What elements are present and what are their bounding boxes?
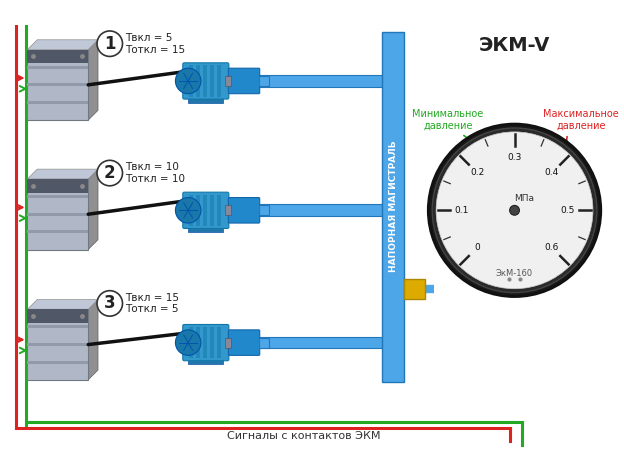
Text: 2: 2 [104, 164, 115, 182]
Bar [27, 50, 88, 120]
Bar [225, 205, 232, 215]
Bar [196, 195, 200, 226]
Bar [196, 65, 200, 97]
Bar [27, 83, 88, 86]
Polygon shape [27, 299, 98, 309]
Bar [27, 309, 88, 380]
FancyBboxPatch shape [228, 198, 260, 223]
Bar [203, 65, 207, 97]
Bar [217, 195, 220, 226]
Bar [203, 327, 207, 358]
Bar [27, 326, 88, 328]
Text: 0.5: 0.5 [560, 206, 575, 215]
Bar [259, 338, 268, 348]
Bar [404, 279, 426, 299]
Bar [188, 97, 223, 102]
Circle shape [175, 68, 201, 94]
Text: Сигналы с контактов ЭКМ: Сигналы с контактов ЭКМ [227, 431, 381, 441]
Text: Твкл = 5: Твкл = 5 [125, 33, 173, 43]
Bar [259, 205, 268, 215]
Bar [27, 361, 88, 364]
Bar [217, 327, 220, 358]
Text: 3: 3 [104, 295, 115, 313]
Bar [225, 76, 232, 86]
Bar [383, 32, 404, 382]
Bar [210, 327, 213, 358]
Circle shape [428, 124, 601, 297]
Bar [27, 230, 88, 233]
Bar [27, 66, 88, 69]
Text: Твкл = 10: Твкл = 10 [125, 162, 179, 172]
Text: 0.2: 0.2 [470, 168, 484, 177]
Circle shape [436, 132, 593, 289]
Bar [189, 195, 193, 226]
Text: Максимальное
давление: Максимальное давление [544, 109, 619, 131]
Polygon shape [27, 169, 98, 179]
Bar [225, 338, 232, 348]
FancyBboxPatch shape [183, 324, 229, 361]
Polygon shape [88, 169, 98, 249]
Text: Тоткл = 5: Тоткл = 5 [125, 304, 179, 314]
Bar [196, 327, 200, 358]
Bar [250, 75, 383, 87]
Polygon shape [88, 299, 98, 380]
Text: ЭКМ-V: ЭКМ-V [479, 36, 550, 55]
Text: НАПОРНАЯ МАГИСТРАЛЬ: НАПОРНАЯ МАГИСТРАЛЬ [389, 141, 397, 272]
Circle shape [97, 160, 122, 186]
Bar [210, 195, 213, 226]
Bar [27, 179, 88, 193]
Circle shape [175, 198, 201, 223]
Polygon shape [27, 40, 98, 50]
Bar [27, 195, 88, 198]
Bar [27, 213, 88, 216]
Bar [27, 343, 88, 346]
Circle shape [432, 128, 597, 293]
Bar [189, 65, 193, 97]
Bar [217, 65, 220, 97]
Bar [259, 76, 268, 86]
Text: Минимальное
давление: Минимальное давление [412, 109, 484, 131]
FancyBboxPatch shape [228, 68, 260, 94]
Bar [27, 101, 88, 104]
FancyBboxPatch shape [183, 63, 229, 99]
Text: 1: 1 [104, 35, 115, 53]
Text: Твкл = 15: Твкл = 15 [125, 293, 180, 303]
Text: 0.4: 0.4 [545, 168, 559, 177]
Bar [27, 179, 88, 249]
Text: 0.6: 0.6 [545, 243, 559, 252]
Bar [27, 309, 88, 323]
FancyBboxPatch shape [228, 330, 260, 355]
Text: Тоткл = 15: Тоткл = 15 [125, 45, 185, 55]
Text: 0: 0 [474, 243, 480, 252]
Bar [188, 359, 223, 364]
Text: Тоткл = 10: Тоткл = 10 [125, 174, 185, 184]
Bar [250, 337, 383, 349]
Bar [210, 65, 213, 97]
Text: 0.1: 0.1 [454, 206, 469, 215]
Bar [188, 227, 223, 232]
Circle shape [175, 330, 201, 355]
Bar [27, 50, 88, 63]
Circle shape [510, 205, 519, 215]
Circle shape [97, 291, 122, 316]
Text: МПа: МПа [514, 194, 534, 203]
Text: 0.3: 0.3 [507, 153, 522, 162]
Circle shape [97, 31, 122, 56]
Polygon shape [88, 40, 98, 120]
FancyBboxPatch shape [183, 192, 229, 229]
Bar [189, 327, 193, 358]
Bar [203, 195, 207, 226]
Bar [250, 204, 383, 216]
Text: ЭкМ-160: ЭкМ-160 [496, 268, 533, 277]
